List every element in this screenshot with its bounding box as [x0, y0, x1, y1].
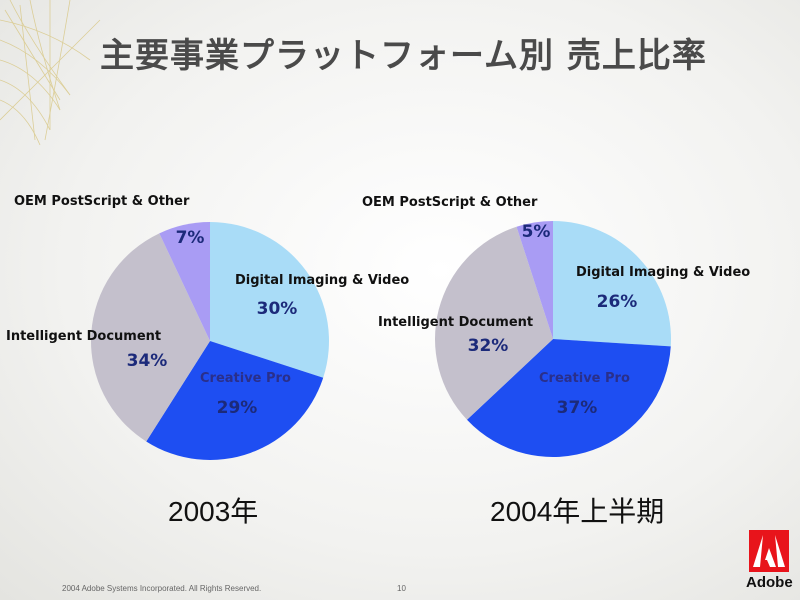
pie-2004-value-label-oem-postscript-other: 5%: [522, 222, 551, 242]
pie-2004-name-label-intelligent-document: Intelligent Document: [378, 315, 533, 330]
pie-2003-value-label-oem-postscript-other: 7%: [176, 228, 205, 248]
pie-2003-slice-digital-imaging-video: [210, 222, 330, 378]
pie-2004-name-label-digital-imaging-video: Digital Imaging & Video: [576, 265, 750, 280]
slide-title: 主要事業プラットフォーム別 売上比率: [100, 36, 707, 76]
pie-2003-name-label-creative-pro: Creative Pro: [200, 371, 291, 386]
decorative-web-graphic: [0, 0, 101, 146]
adobe-logo: Adobe: [746, 530, 793, 592]
pie-2003-slice-oem-postscript-other: [159, 222, 210, 341]
copyright-text: 2004 Adobe Systems Incorporated. All Rig…: [62, 584, 262, 593]
pie-2004-value-label-intelligent-document: 32%: [468, 336, 509, 356]
pie-2004-value-label-digital-imaging-video: 26%: [597, 292, 638, 312]
pie-2004-slice-intelligent-document: [435, 226, 553, 420]
pie-2004-slice-oem-postscript-other: [516, 221, 553, 339]
page-number: 10: [397, 584, 406, 593]
pie-2003-value-label-creative-pro: 29%: [217, 398, 258, 418]
pie-2003-slice-intelligent-document: [91, 233, 210, 442]
pie-2003-slice-creative-pro: [146, 341, 324, 461]
pie-2003-year-label: 2003年: [168, 496, 259, 527]
pie-2004-slice-creative-pro: [466, 339, 671, 458]
adobe-logo-text: Adobe: [746, 574, 793, 591]
pie-2003-name-label-digital-imaging-video: Digital Imaging & Video: [235, 273, 409, 288]
pie-2003-name-label-intelligent-document: Intelligent Document: [6, 329, 161, 344]
pie-2004-name-label-oem-postscript-other: OEM PostScript & Other: [362, 195, 538, 210]
pie-2004-name-label-creative-pro: Creative Pro: [539, 371, 630, 386]
pie-2004-year-label: 2004年上半期: [490, 496, 665, 527]
pie-2004-value-label-creative-pro: 37%: [557, 398, 598, 418]
pie-2003-value-label-intelligent-document: 34%: [127, 351, 168, 371]
pie-2003-value-label-digital-imaging-video: 30%: [257, 299, 298, 319]
pie-2004-slice-digital-imaging-video: [553, 221, 672, 347]
adobe-logo-mark: [749, 530, 789, 572]
pie-2003-name-label-oem-postscript-other: OEM PostScript & Other: [14, 194, 190, 209]
